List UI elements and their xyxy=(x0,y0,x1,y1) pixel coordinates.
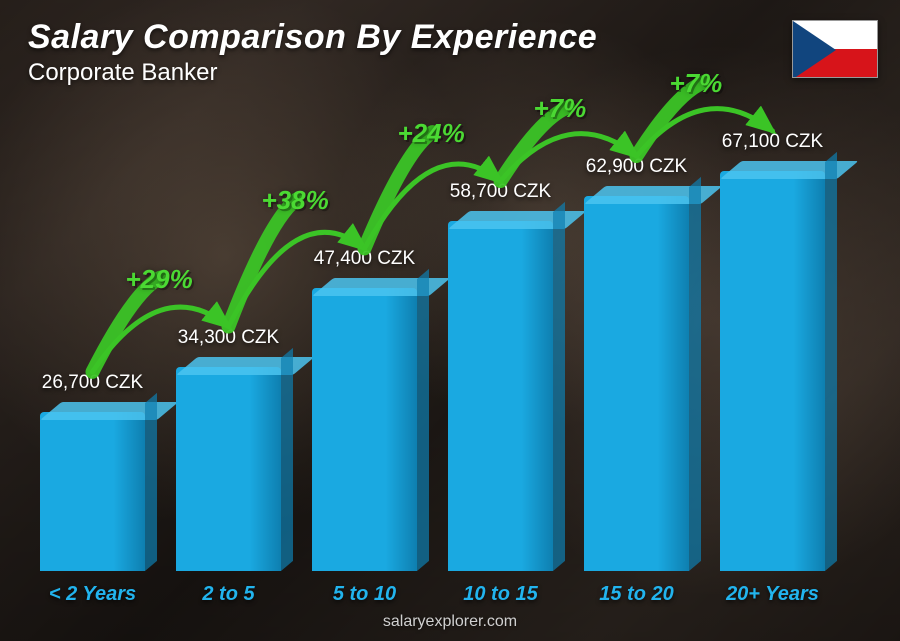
bar-x-label: 2 to 5 xyxy=(159,583,299,606)
bar-x-label: 5 to 10 xyxy=(295,583,435,606)
country-flag-czech xyxy=(792,20,878,78)
page-title: Salary Comparison By Experience xyxy=(28,18,597,57)
flag-blue-triangle xyxy=(793,21,836,78)
bar-chart: 26,700 CZK< 2 Years34,300 CZK2 to 547,40… xyxy=(40,101,860,571)
header: Salary Comparison By Experience Corporat… xyxy=(28,18,597,87)
bar-x-label: 20+ Years xyxy=(703,583,843,606)
page-subtitle: Corporate Banker xyxy=(28,59,597,87)
footer-source: salaryexplorer.com xyxy=(0,613,900,631)
growth-pct-badge: +7% xyxy=(670,68,723,99)
bar-x-label: 15 to 20 xyxy=(567,583,707,606)
growth-arc xyxy=(40,101,860,571)
bar-x-label: < 2 Years xyxy=(23,583,163,606)
bar-x-label: 10 to 15 xyxy=(431,583,571,606)
